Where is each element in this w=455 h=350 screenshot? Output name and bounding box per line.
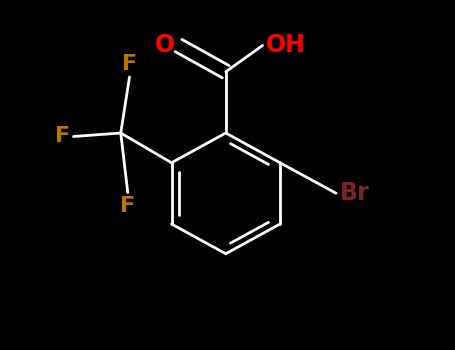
Text: OH: OH (266, 34, 306, 57)
Text: F: F (55, 126, 70, 147)
Text: F: F (120, 196, 135, 216)
Text: Br: Br (339, 181, 369, 205)
Text: F: F (122, 54, 137, 74)
Text: O: O (155, 34, 175, 57)
